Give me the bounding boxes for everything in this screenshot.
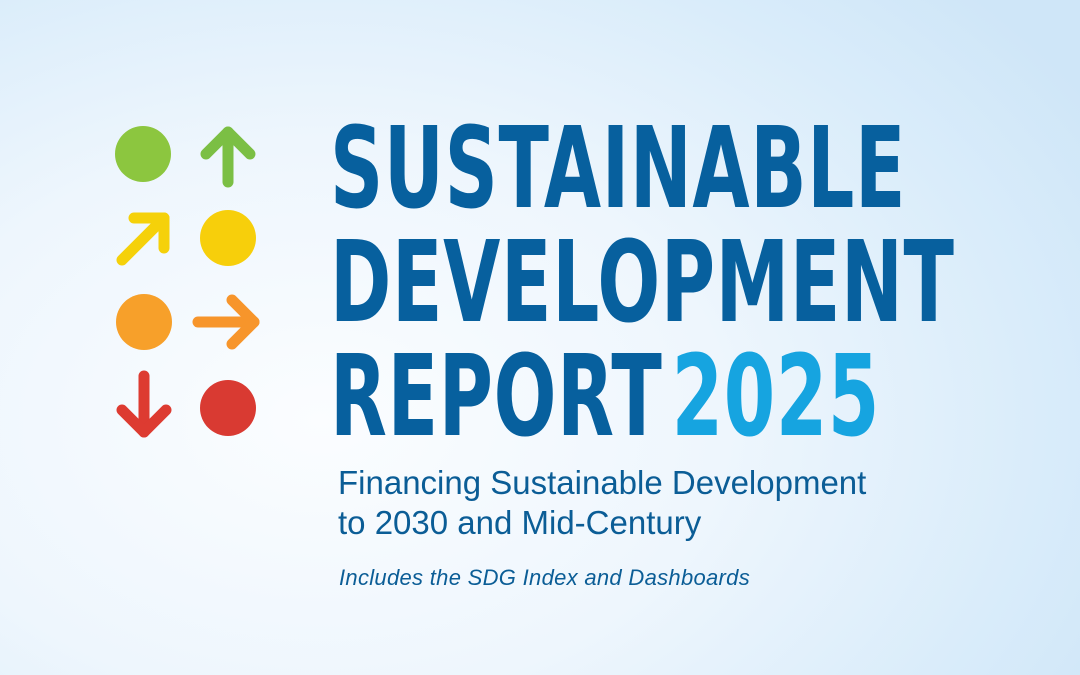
yellow-circle-icon: [200, 210, 256, 266]
arrow-down-icon: [116, 370, 172, 438]
green-circle-icon: [115, 126, 171, 182]
red-circle-icon: [200, 380, 256, 436]
report-year: 2025: [671, 332, 881, 462]
sdg-status-icon-grid: [108, 118, 268, 448]
arrow-up-icon: [200, 126, 256, 188]
subtitle-line-2: to 2030 and Mid-Century: [338, 504, 702, 541]
title-line-3-text: REPORT: [330, 332, 663, 462]
title-line-3: REPORT2025: [330, 340, 879, 454]
report-subtitle: Financing Sustainable Development to 203…: [338, 463, 978, 543]
title-line-1: SUSTAINABLE: [330, 104, 907, 234]
orange-circle-icon: [116, 294, 172, 350]
subtitle-line-1: Financing Sustainable Development: [338, 464, 867, 501]
report-tagline: Includes the SDG Index and Dashboards: [339, 565, 751, 590]
arrow-diagonal-up-right-icon: [116, 212, 170, 266]
arrow-right-icon: [192, 294, 260, 350]
report-title: SUSTAINABLE DEVELOPMENT REPORT2025: [330, 112, 1050, 454]
title-line-2: DEVELOPMENT: [330, 218, 955, 348]
